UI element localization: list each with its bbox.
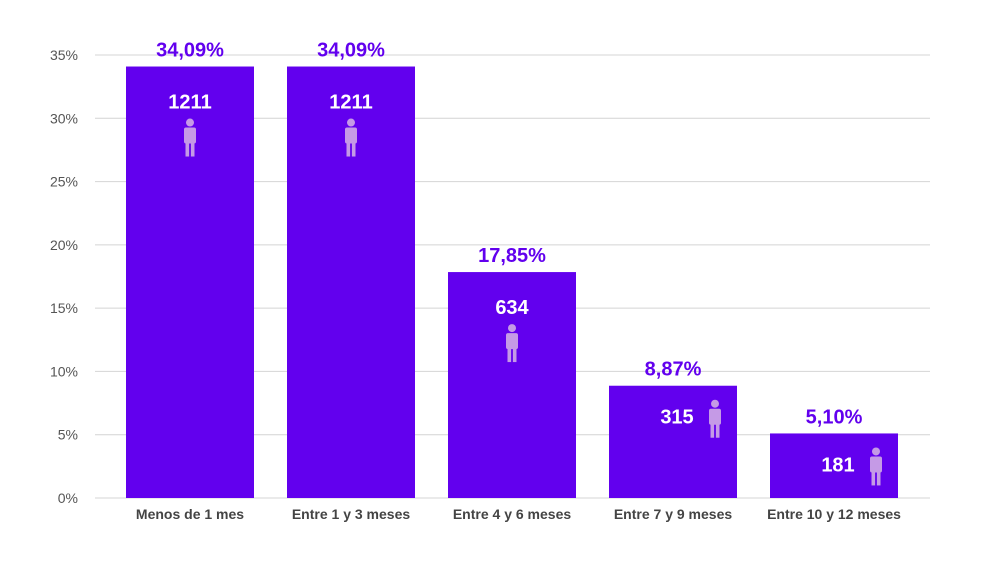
percent-label: 34,09%: [317, 40, 385, 62]
person-icon: [870, 447, 882, 486]
count-label: 1211: [168, 92, 211, 114]
person-icon: [345, 118, 357, 157]
y-tick-label: 15%: [50, 300, 78, 316]
x-tick-label: Entre 4 y 6 meses: [453, 506, 572, 522]
y-tick-label: 30%: [50, 110, 78, 126]
x-tick-label: Entre 7 y 9 meses: [614, 506, 733, 522]
percent-label: 17,85%: [478, 245, 546, 267]
person-icon: [184, 118, 196, 157]
y-tick-label: 5%: [58, 427, 78, 443]
y-tick-label: 0%: [58, 490, 78, 506]
y-axis-ticks: 0% 5% 10% 15% 20% 25% 30% 35%: [50, 47, 78, 506]
count-label: 1211: [329, 92, 372, 114]
x-tick-label: Entre 1 y 3 meses: [292, 506, 411, 522]
bar: [448, 272, 576, 498]
percent-label: 5,10%: [806, 406, 863, 428]
x-tick-label: Entre 10 y 12 meses: [767, 506, 901, 522]
y-tick-label: 35%: [50, 47, 78, 63]
person-icon: [709, 399, 721, 438]
count-label: 181: [821, 454, 854, 476]
data-labels: 34,09% 1211 34,09% 1211 17,85% 634 8,87% 315 5,1…: [156, 40, 882, 486]
percent-label: 34,09%: [156, 40, 224, 62]
count-label: 315: [660, 407, 693, 429]
y-tick-label: 20%: [50, 237, 78, 253]
x-tick-label: Menos de 1 mes: [136, 506, 244, 522]
x-axis-ticks: Menos de 1 mes Entre 1 y 3 meses Entre 4 y…: [136, 506, 901, 522]
y-tick-label: 25%: [50, 174, 78, 190]
person-icon: [506, 324, 518, 363]
y-tick-label: 10%: [50, 363, 78, 379]
count-label: 634: [495, 297, 529, 319]
bars: [126, 66, 898, 498]
percent-label: 8,87%: [645, 359, 702, 381]
